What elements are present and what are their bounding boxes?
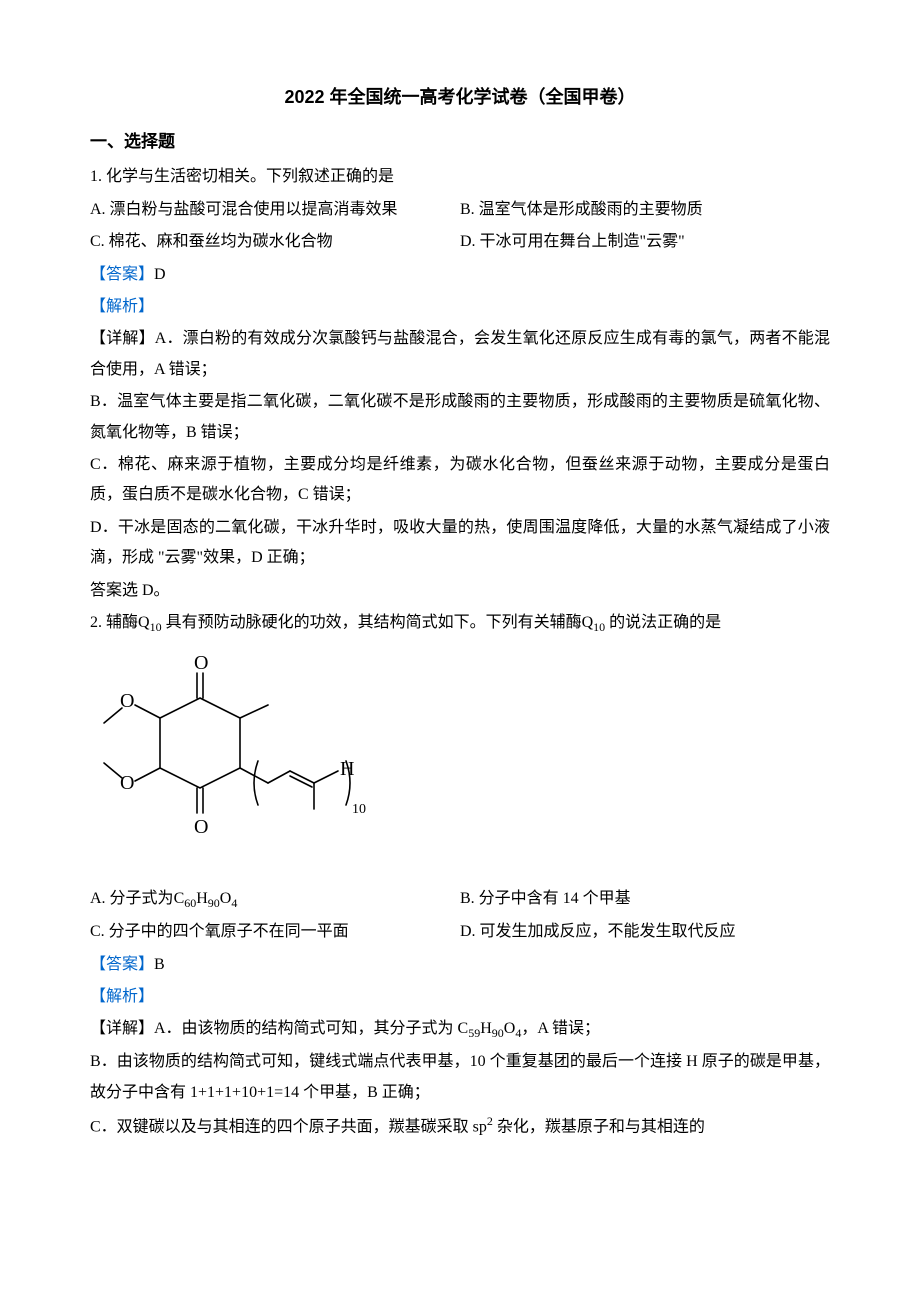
- q2-options-row2: C. 分子中的四个氧原子不在同一平面 D. 可发生加成反应，不能发生取代反应: [90, 917, 830, 947]
- q2-detail-a-mid2: O: [504, 1020, 516, 1037]
- q1-option-d: D. 干冰可用在舞台上制造"云雾": [460, 227, 830, 257]
- q2-answer: B: [154, 956, 165, 973]
- q2-q10b-sub: 10: [593, 620, 605, 634]
- q1-detail-d: D．干冰是固态的二氧化碳，干冰升华时，吸收大量的热，使周围温度降低，大量的水蒸气…: [90, 513, 830, 574]
- struct-O-top: O: [194, 653, 208, 674]
- q2-q10a-sub: 10: [150, 620, 162, 634]
- q1-final: 答案选 D。: [90, 576, 830, 606]
- q2-a-csub: 60: [184, 897, 196, 911]
- q1-detail-b: B．温室气体主要是指二氧化碳，二氧化碳不是形成酸雨的主要物质，形成酸雨的主要物质…: [90, 387, 830, 448]
- q2-q10b: Q: [582, 614, 594, 631]
- struct-H: H: [340, 758, 354, 780]
- q2-option-c: C. 分子中的四个氧原子不在同一平面: [90, 917, 460, 947]
- q2-analysis-label: 【解析】: [90, 982, 830, 1012]
- q2-detail-a-post: ，A 错误；: [521, 1020, 600, 1037]
- struct-O-bot: O: [194, 816, 208, 838]
- q1-detail-a: 【详解】A．漂白粉的有效成分次氯酸钙与盐酸混合，会发生氧化还原反应生成有毒的氯气…: [90, 324, 830, 385]
- q2-a-pre: A. 分子式为: [90, 890, 174, 907]
- q1-option-a: A. 漂白粉与盐酸可混合使用以提高消毒效果: [90, 195, 460, 225]
- q2-stem-post: 的说法正确的是: [605, 614, 721, 631]
- q1-option-b: B. 温室气体是形成酸雨的主要物质: [460, 195, 830, 225]
- q2-a-h: H: [196, 890, 208, 907]
- q2-detail-a-90: 90: [492, 1027, 504, 1041]
- q2-detail-c-pre: C．双键碳以及与其相连的四个原子共面，羰基碳采取 sp: [90, 1119, 487, 1136]
- q2-detail-a-pre: 【详解】A．由该物质的结构简式可知，其分子式为 C: [90, 1020, 468, 1037]
- q2-detail-c-post: 杂化，羰基原子和与其相连的: [493, 1119, 705, 1136]
- q2-detail-a-mid1: H: [480, 1020, 492, 1037]
- q1-analysis-label: 【解析】: [90, 292, 830, 322]
- q1-answer-line: 【答案】D: [90, 260, 830, 290]
- q1-stem: 1. 化学与生活密切相关。下列叙述正确的是: [90, 162, 830, 192]
- struct-O-left1: O: [120, 690, 134, 712]
- q2-answer-line: 【答案】B: [90, 950, 830, 980]
- q2-structure-diagram: O O O O H 10: [90, 653, 830, 874]
- q2-detail-a-59: 59: [468, 1027, 480, 1041]
- q2-stem-mid: 具有预防动脉硬化的功效，其结构简式如下。下列有关辅酶: [162, 614, 582, 631]
- q2-a-c: C: [174, 890, 185, 907]
- answer-label: 【答案】: [90, 266, 154, 283]
- q1-answer: D: [154, 266, 166, 283]
- q1-options-row2: C. 棉花、麻和蚕丝均为碳水化合物 D. 干冰可用在舞台上制造"云雾": [90, 227, 830, 257]
- struct-O-left2: O: [120, 772, 134, 794]
- q2-option-b: B. 分子中含有 14 个甲基: [460, 884, 830, 915]
- struct-sub10: 10: [352, 802, 366, 817]
- q1-option-c: C. 棉花、麻和蚕丝均为碳水化合物: [90, 227, 460, 257]
- q2-stem: 2. 辅酶Q10 具有预防动脉硬化的功效，其结构简式如下。下列有关辅酶Q10 的…: [90, 608, 830, 639]
- page-title: 2022 年全国统一高考化学试卷（全国甲卷）: [90, 80, 830, 114]
- answer-label: 【答案】: [90, 956, 154, 973]
- q2-detail-c: C．双键碳以及与其相连的四个原子共面，羰基碳采取 sp2 杂化，羰基原子和与其相…: [90, 1110, 830, 1143]
- q2-options-row1: A. 分子式为C60H90O4 B. 分子中含有 14 个甲基: [90, 884, 830, 915]
- q2-stem-pre: 2. 辅酶: [90, 614, 138, 631]
- q2-q10a: Q: [138, 614, 150, 631]
- section-header-1: 一、选择题: [90, 126, 830, 158]
- q2-option-d: D. 可发生加成反应，不能发生取代反应: [460, 917, 830, 947]
- q2-a-o: O: [220, 890, 232, 907]
- q1-options-row1: A. 漂白粉与盐酸可混合使用以提高消毒效果 B. 温室气体是形成酸雨的主要物质: [90, 195, 830, 225]
- q2-option-a: A. 分子式为C60H90O4: [90, 884, 460, 915]
- q1-detail-c: C．棉花、麻来源于植物，主要成分均是纤维素，为碳水化合物，但蚕丝来源于动物，主要…: [90, 450, 830, 511]
- q2-a-hsub: 90: [208, 897, 220, 911]
- q2-a-osub: 4: [231, 897, 237, 911]
- coenzyme-q10-structure-icon: O O O O H 10: [90, 653, 390, 863]
- q2-detail-a: 【详解】A．由该物质的结构简式可知，其分子式为 C59H90O4，A 错误；: [90, 1014, 830, 1045]
- q2-detail-b: B．由该物质的结构简式可知，键线式端点代表甲基，10 个重复基团的最后一个连接 …: [90, 1047, 830, 1108]
